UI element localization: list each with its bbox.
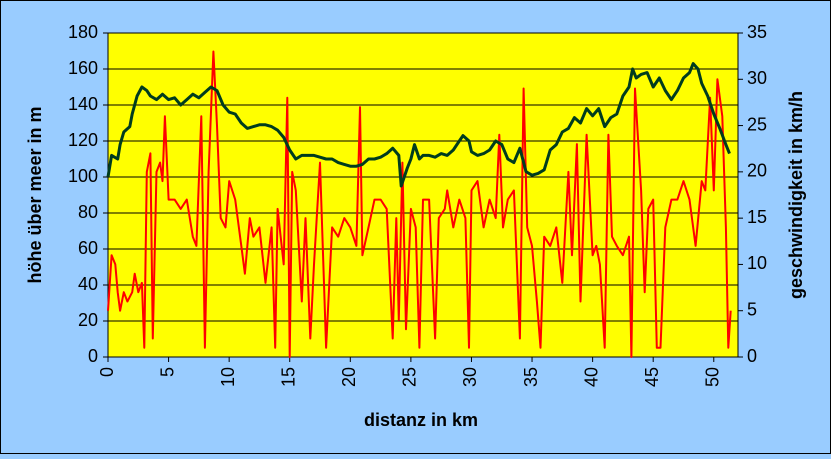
series-line [106, 62, 731, 188]
x-tick-label: 15 [278, 367, 298, 387]
x-tick-label: 50 [703, 367, 723, 387]
y-tick-label: 100 [68, 166, 98, 186]
x-tick-label: 35 [521, 367, 541, 387]
y2-axis-label: geschwindigkeit in km/h [786, 91, 806, 299]
y-tick-label: 60 [78, 238, 98, 258]
y2-tick-label: 15 [747, 207, 767, 227]
x-axis-label: distanz in km [364, 410, 478, 430]
series-line [107, 50, 732, 358]
y2-tick-label: 5 [747, 299, 757, 319]
y-tick-label: 40 [78, 274, 98, 294]
y-tick-label: 20 [78, 310, 98, 330]
y-axis-label: höhe über meer in m [25, 106, 45, 283]
y2-tick-label: 25 [747, 114, 767, 134]
x-tick-label: 45 [642, 367, 662, 387]
y2-tick-label: 35 [747, 22, 767, 42]
y-tick-label: 180 [68, 22, 98, 42]
y2-tick-label: 30 [747, 68, 767, 88]
x-tick-label: 30 [460, 367, 480, 387]
y2-tick-label: 0 [747, 346, 757, 366]
y-tick-label: 0 [88, 346, 98, 366]
x-tick-label: 0 [97, 367, 117, 377]
x-tick-label: 5 [157, 367, 177, 377]
x-tick-label: 25 [400, 367, 420, 387]
y-tick-label: 80 [78, 202, 98, 222]
x-tick-label: 20 [339, 367, 359, 387]
y-tick-label: 140 [68, 94, 98, 114]
y-tick-label: 120 [68, 130, 98, 150]
y2-tick-label: 10 [747, 253, 767, 273]
y-tick-label: 160 [68, 58, 98, 78]
y2-tick-label: 20 [747, 161, 767, 181]
x-tick-label: 10 [218, 367, 238, 387]
x-tick-label: 40 [581, 367, 601, 387]
